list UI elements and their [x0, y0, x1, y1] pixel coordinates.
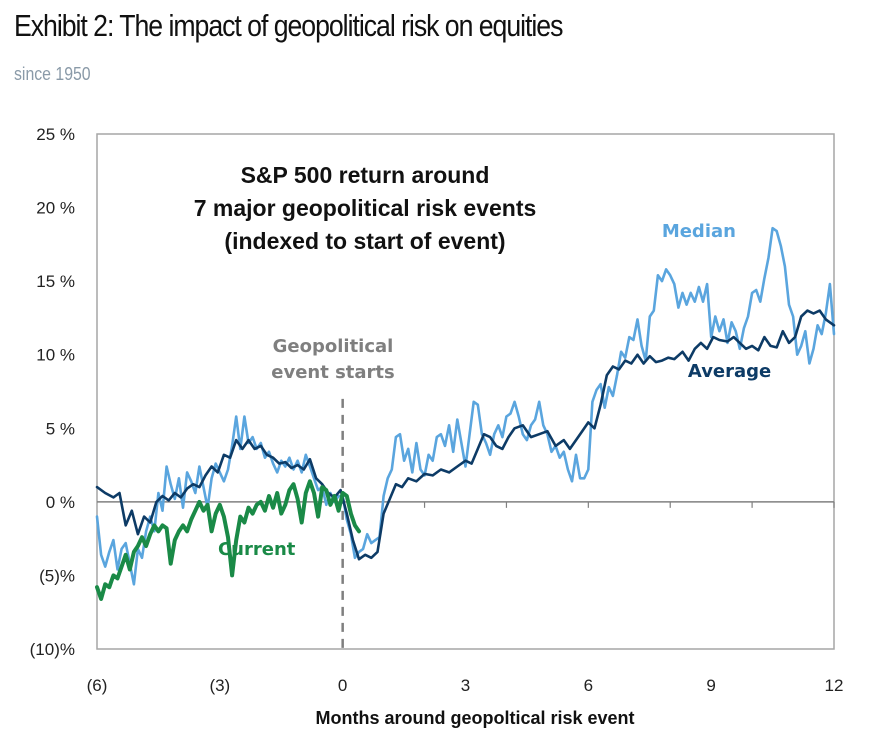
x-tick-label: 9: [706, 676, 715, 695]
y-tick-label: 0 %: [46, 493, 75, 512]
y-tick-label: 10 %: [36, 346, 75, 365]
x-tick-label: 3: [461, 676, 470, 695]
series-line-current: [95, 479, 361, 601]
series-label-current: Current: [218, 539, 296, 560]
x-tick-label: (6): [87, 676, 108, 695]
x-tick-label: 6: [584, 676, 593, 695]
x-tick-label: 0: [338, 676, 347, 695]
y-tick-label: (5)%: [39, 566, 75, 585]
series-label-average: Average: [688, 361, 771, 382]
series-line-median: [95, 226, 836, 586]
series-label-median: Median: [662, 221, 736, 242]
x-tick-label: (3): [209, 676, 230, 695]
x-tick-label: 12: [825, 676, 844, 695]
y-tick-label: (10)%: [30, 640, 75, 659]
y-tick-label: 20 %: [36, 199, 75, 218]
y-tick-label: 25 %: [36, 125, 75, 144]
y-tick-label: 5 %: [46, 419, 75, 438]
x-axis-label: Months around geopoltical risk event: [315, 708, 634, 728]
event-start-label: Geopolitical: [273, 336, 394, 357]
exhibit-title: Exhibit 2: The impact of geopolitical ri…: [14, 8, 563, 43]
y-tick-label: 15 %: [36, 272, 75, 291]
plot-frame: [96, 133, 835, 650]
exhibit-subtitle: since 1950: [14, 64, 91, 84]
chart-title-line: (indexed to start of event): [224, 228, 505, 254]
chart-title-line: S&P 500 return around: [241, 162, 490, 188]
chart-title-line: 7 major geopolitical risk events: [194, 195, 537, 221]
event-start-label: event starts: [271, 362, 395, 383]
series-line-average: [95, 309, 836, 561]
